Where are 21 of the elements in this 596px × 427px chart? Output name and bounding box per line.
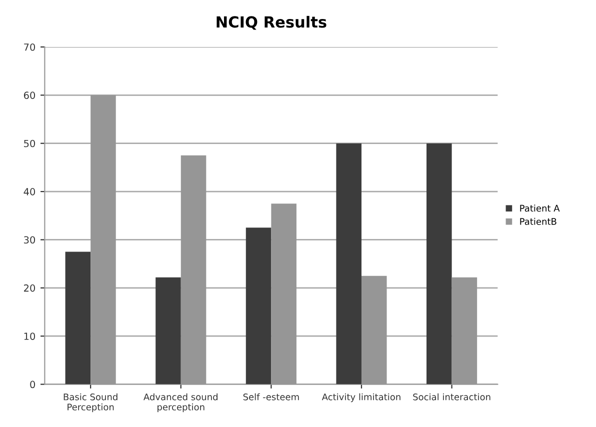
bar xyxy=(65,252,91,384)
y-tick-label: 30 xyxy=(24,236,36,244)
x-tick-label: Social interaction xyxy=(413,393,490,400)
bar xyxy=(246,228,272,384)
x-tick-label: Self -esteem xyxy=(243,393,299,400)
y-tick-label: 70 xyxy=(24,43,36,51)
chart-title: NCIQ Results xyxy=(216,16,326,30)
x-tick-label: Basic Sound Perception xyxy=(64,393,118,412)
legend-label: Patient A xyxy=(520,204,560,212)
y-tick-label: 40 xyxy=(24,188,36,196)
y-tick-label: 0 xyxy=(30,380,36,388)
x-tick-label: Advanced sound perception xyxy=(144,393,218,412)
y-tick-label: 50 xyxy=(24,140,36,148)
y-tick-label: 10 xyxy=(24,332,36,340)
bar xyxy=(426,143,452,384)
y-tick-label: 60 xyxy=(24,92,36,99)
bar xyxy=(156,277,181,384)
legend-label: PatientB xyxy=(520,218,556,225)
y-tick-label: 20 xyxy=(24,284,36,292)
x-tick-label: Activity limitation xyxy=(322,393,400,402)
bar xyxy=(336,143,362,384)
